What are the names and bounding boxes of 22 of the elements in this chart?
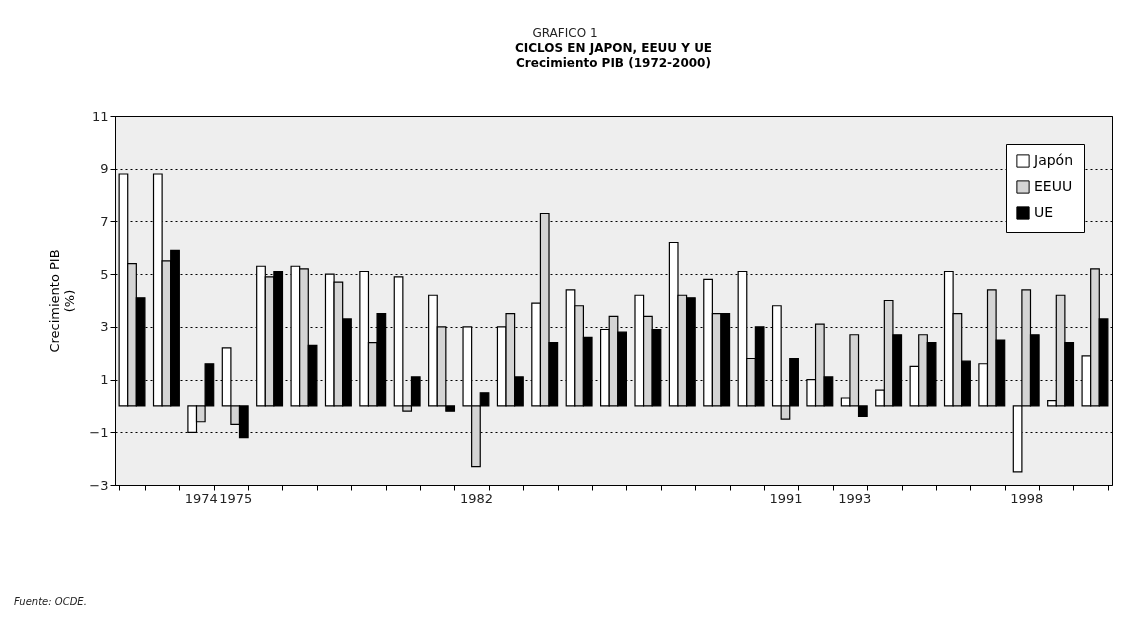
y-tick-label: 7 — [100, 213, 109, 229]
y-tick-label: 11 — [91, 108, 109, 124]
source-note: Fuente: OCDE. — [14, 596, 87, 607]
x-tick-label: 1993 — [838, 490, 872, 506]
legend-label: EEUU — [1034, 178, 1073, 194]
x-tick-label: 1991 — [769, 490, 803, 506]
y-tick-label: −3 — [89, 477, 109, 493]
text: GRAFICO 1 — [531, 26, 599, 40]
legend-label: UE — [1034, 204, 1054, 220]
x-tick-label: 1998 — [1010, 490, 1044, 506]
y-tick-label: 3 — [100, 319, 109, 335]
x-tick-label: 1975 — [219, 490, 253, 506]
legend-label: Japón — [1033, 152, 1074, 168]
y-axis-title: Crecimiento PIB (%) — [47, 249, 78, 353]
y-tick-label: −1 — [89, 424, 109, 440]
y-tick-label: 9 — [100, 161, 109, 177]
x-tick-label: 1982 — [459, 490, 493, 506]
y-tick-label: 5 — [100, 266, 109, 282]
x-tick-label: 1974 — [184, 490, 218, 506]
y-tick-label: 1 — [100, 372, 109, 388]
chart-title: CICLOS EN JAPON, EEUU Y UE — [514, 41, 713, 55]
chart-subtitle: Crecimiento PIB (1972-2000) — [516, 56, 711, 70]
